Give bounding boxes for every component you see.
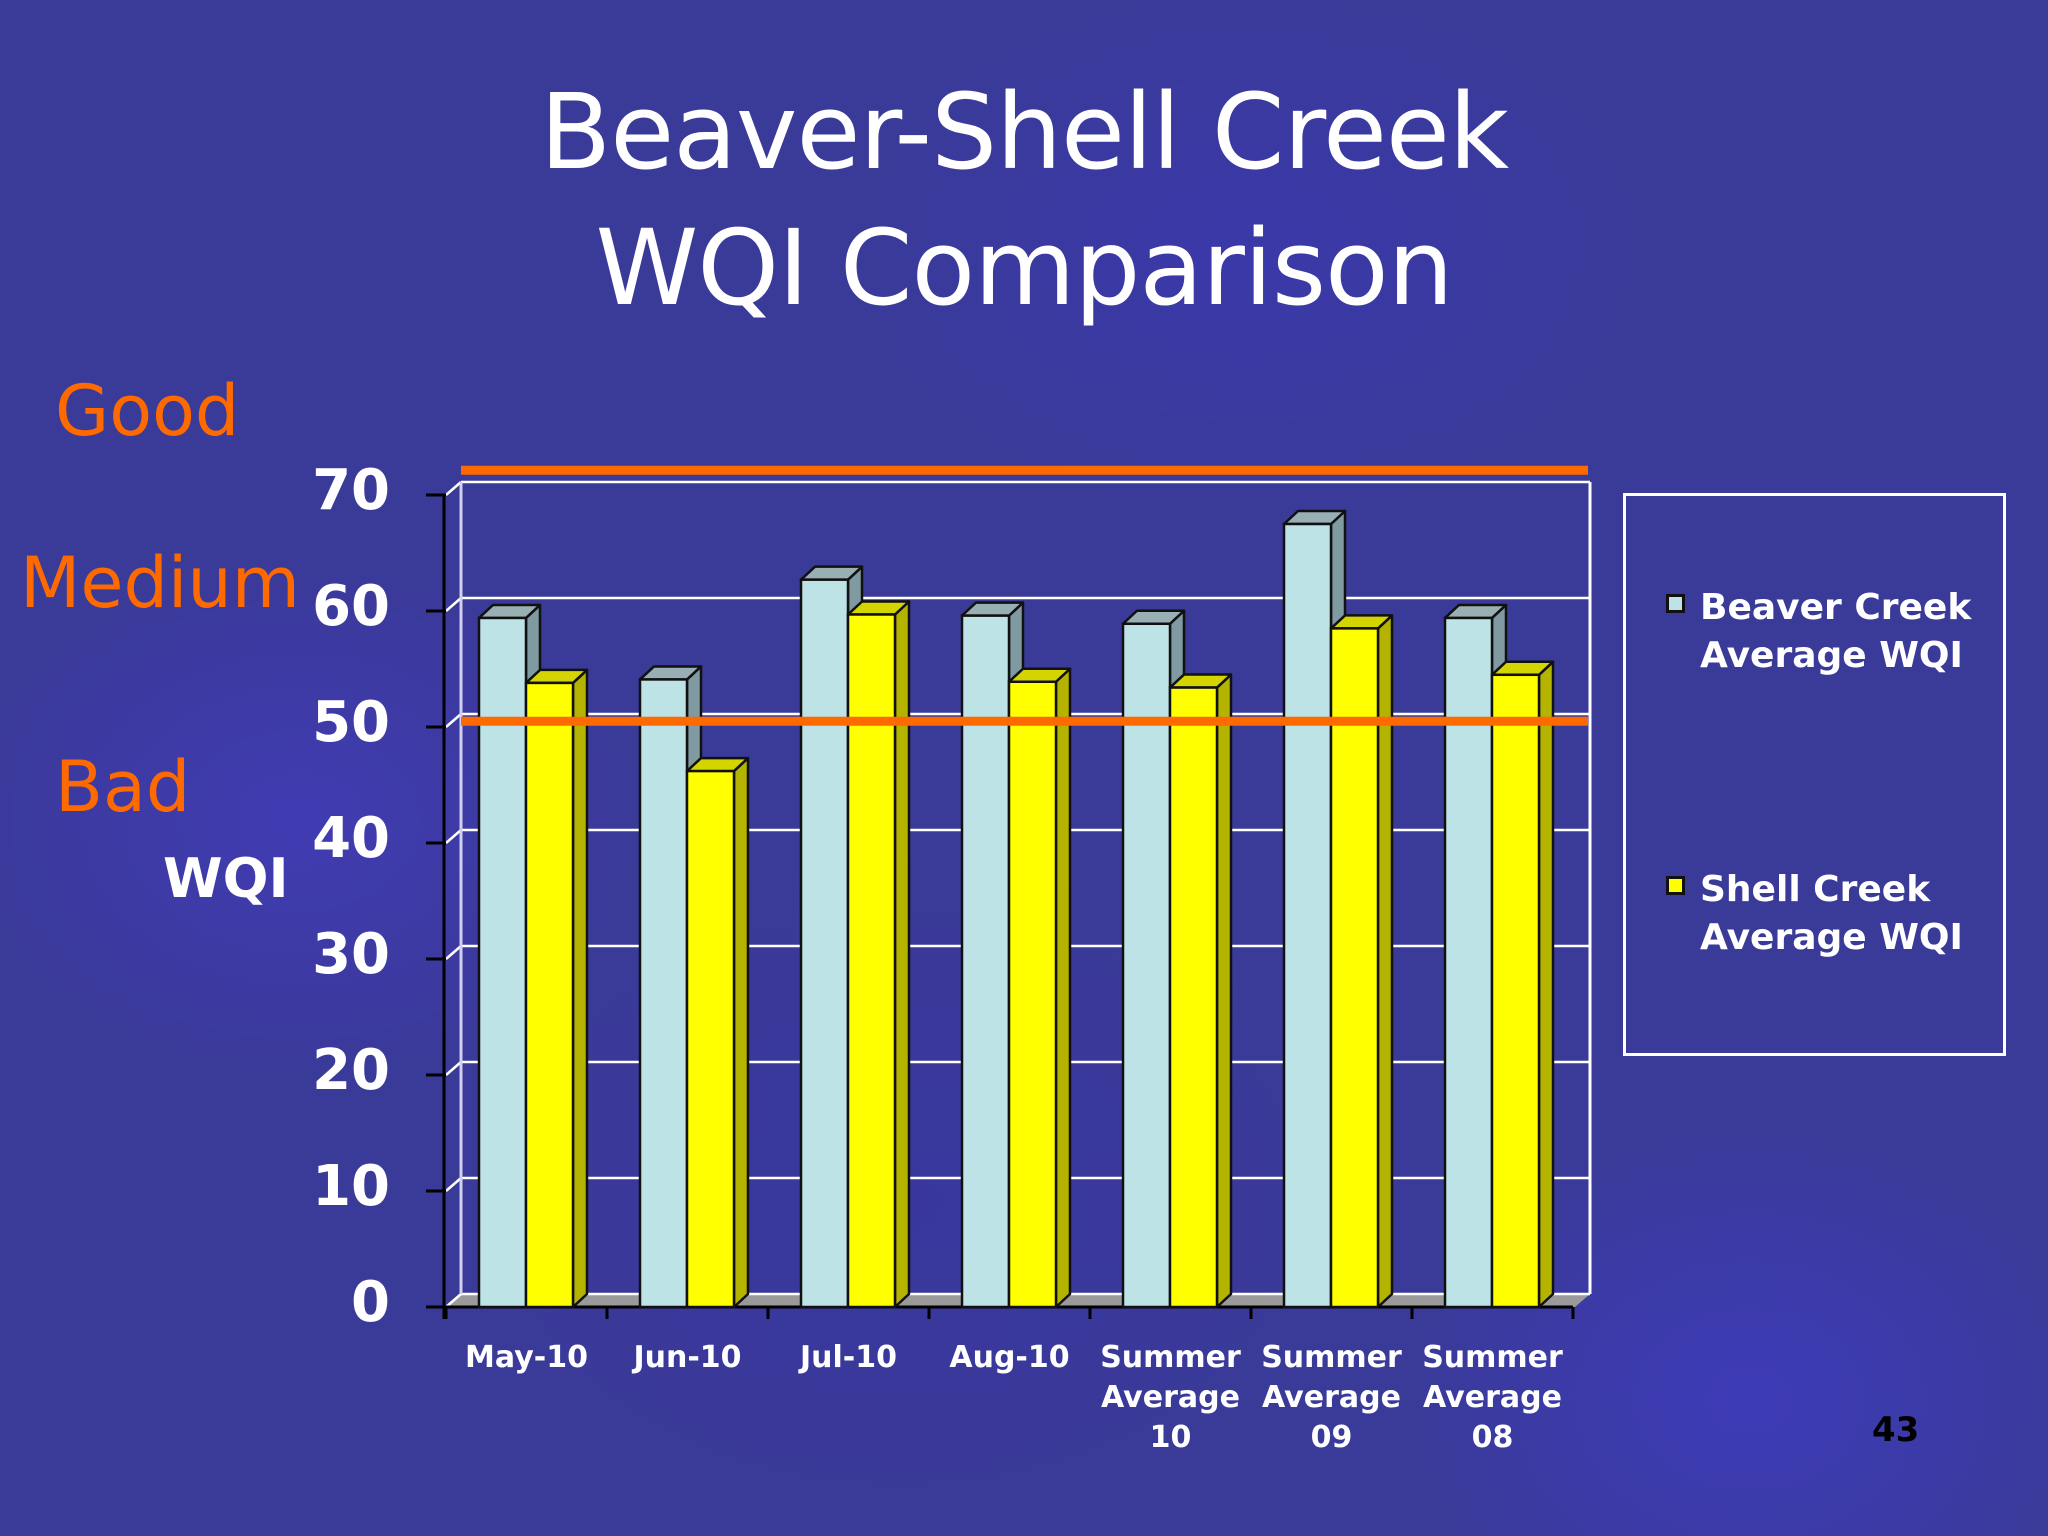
legend-swatch-beaver-icon [1666, 594, 1685, 613]
zone-label-bad: Bad [55, 746, 191, 828]
bar-shell-side [1537, 660, 1555, 1309]
chart-legend: Beaver Creek Average WQI Shell Creek Ave… [1623, 493, 2006, 1056]
bar-beaver-jul-10 [799, 578, 850, 1309]
x-category-label: Summer Average 08 [1422, 1340, 1563, 1455]
bar-shell-summer-average-09 [1329, 627, 1380, 1309]
legend-label-shell-creek: Shell Creek Average WQI [1700, 869, 1963, 958]
bar-beaver-may-10 [477, 616, 528, 1309]
bar-shell-side [732, 756, 750, 1309]
bar-shell-side [893, 600, 911, 1309]
x-category-label: May-10 [465, 1340, 588, 1375]
y-tick-label: 20 [312, 1038, 390, 1103]
y-tick-label: 50 [312, 690, 390, 755]
bar-shell-summer-average-10 [1168, 686, 1219, 1309]
gridline-side [445, 1061, 462, 1076]
x-category-label: Summer Average 10 [1100, 1340, 1241, 1455]
bar-shell-side [571, 668, 589, 1309]
bar-beaver-aug-10 [960, 614, 1011, 1309]
legend-label-beaver-creek: Beaver Creek Average WQI [1700, 587, 1972, 676]
bar-shell-jun-10 [685, 769, 736, 1309]
y-tick-label: 70 [312, 458, 390, 523]
bar-beaver-summer-average-10 [1121, 622, 1172, 1309]
gridline-side [445, 1177, 462, 1192]
x-category-label: Summer Average 09 [1261, 1340, 1402, 1455]
legend-swatch-shell-icon [1666, 876, 1685, 895]
y-tick-label: 30 [312, 922, 390, 987]
y-tick-label: 40 [312, 806, 390, 871]
bar-beaver-jun-10 [638, 678, 689, 1309]
zone-label-good: Good [55, 370, 240, 452]
gridline-side [445, 829, 462, 844]
y-tick-label: 10 [312, 1154, 390, 1219]
slide-title-line-2: WQI Comparison [595, 207, 1453, 329]
zone-label-medium: Medium [20, 542, 300, 624]
gridline-side [445, 945, 462, 960]
bar-shell-aug-10 [1007, 680, 1058, 1309]
bar-shell-summer-average-08 [1490, 673, 1541, 1309]
y-tick-label: 0 [351, 1270, 390, 1335]
gridline-side [445, 1293, 462, 1308]
y-tick-label: 60 [312, 574, 390, 639]
gridline-side [445, 481, 462, 496]
bar-shell-jul-10 [846, 613, 897, 1309]
page-number: 43 [1872, 1410, 1920, 1450]
bar-shell-side [1054, 667, 1072, 1309]
slide-title-line-1: Beaver-Shell Creek [539, 71, 1509, 193]
bar-shell-may-10 [524, 681, 575, 1309]
bar-shell-side [1215, 673, 1233, 1309]
gridline-side [445, 713, 462, 728]
bar-beaver-summer-average-09 [1282, 522, 1333, 1309]
y-axis-title: WQI [163, 847, 289, 910]
x-category-label: Jun-10 [633, 1340, 742, 1375]
x-category-label: Aug-10 [949, 1340, 1070, 1375]
gridline-side [445, 597, 462, 612]
x-category-label: Jul-10 [799, 1340, 897, 1375]
